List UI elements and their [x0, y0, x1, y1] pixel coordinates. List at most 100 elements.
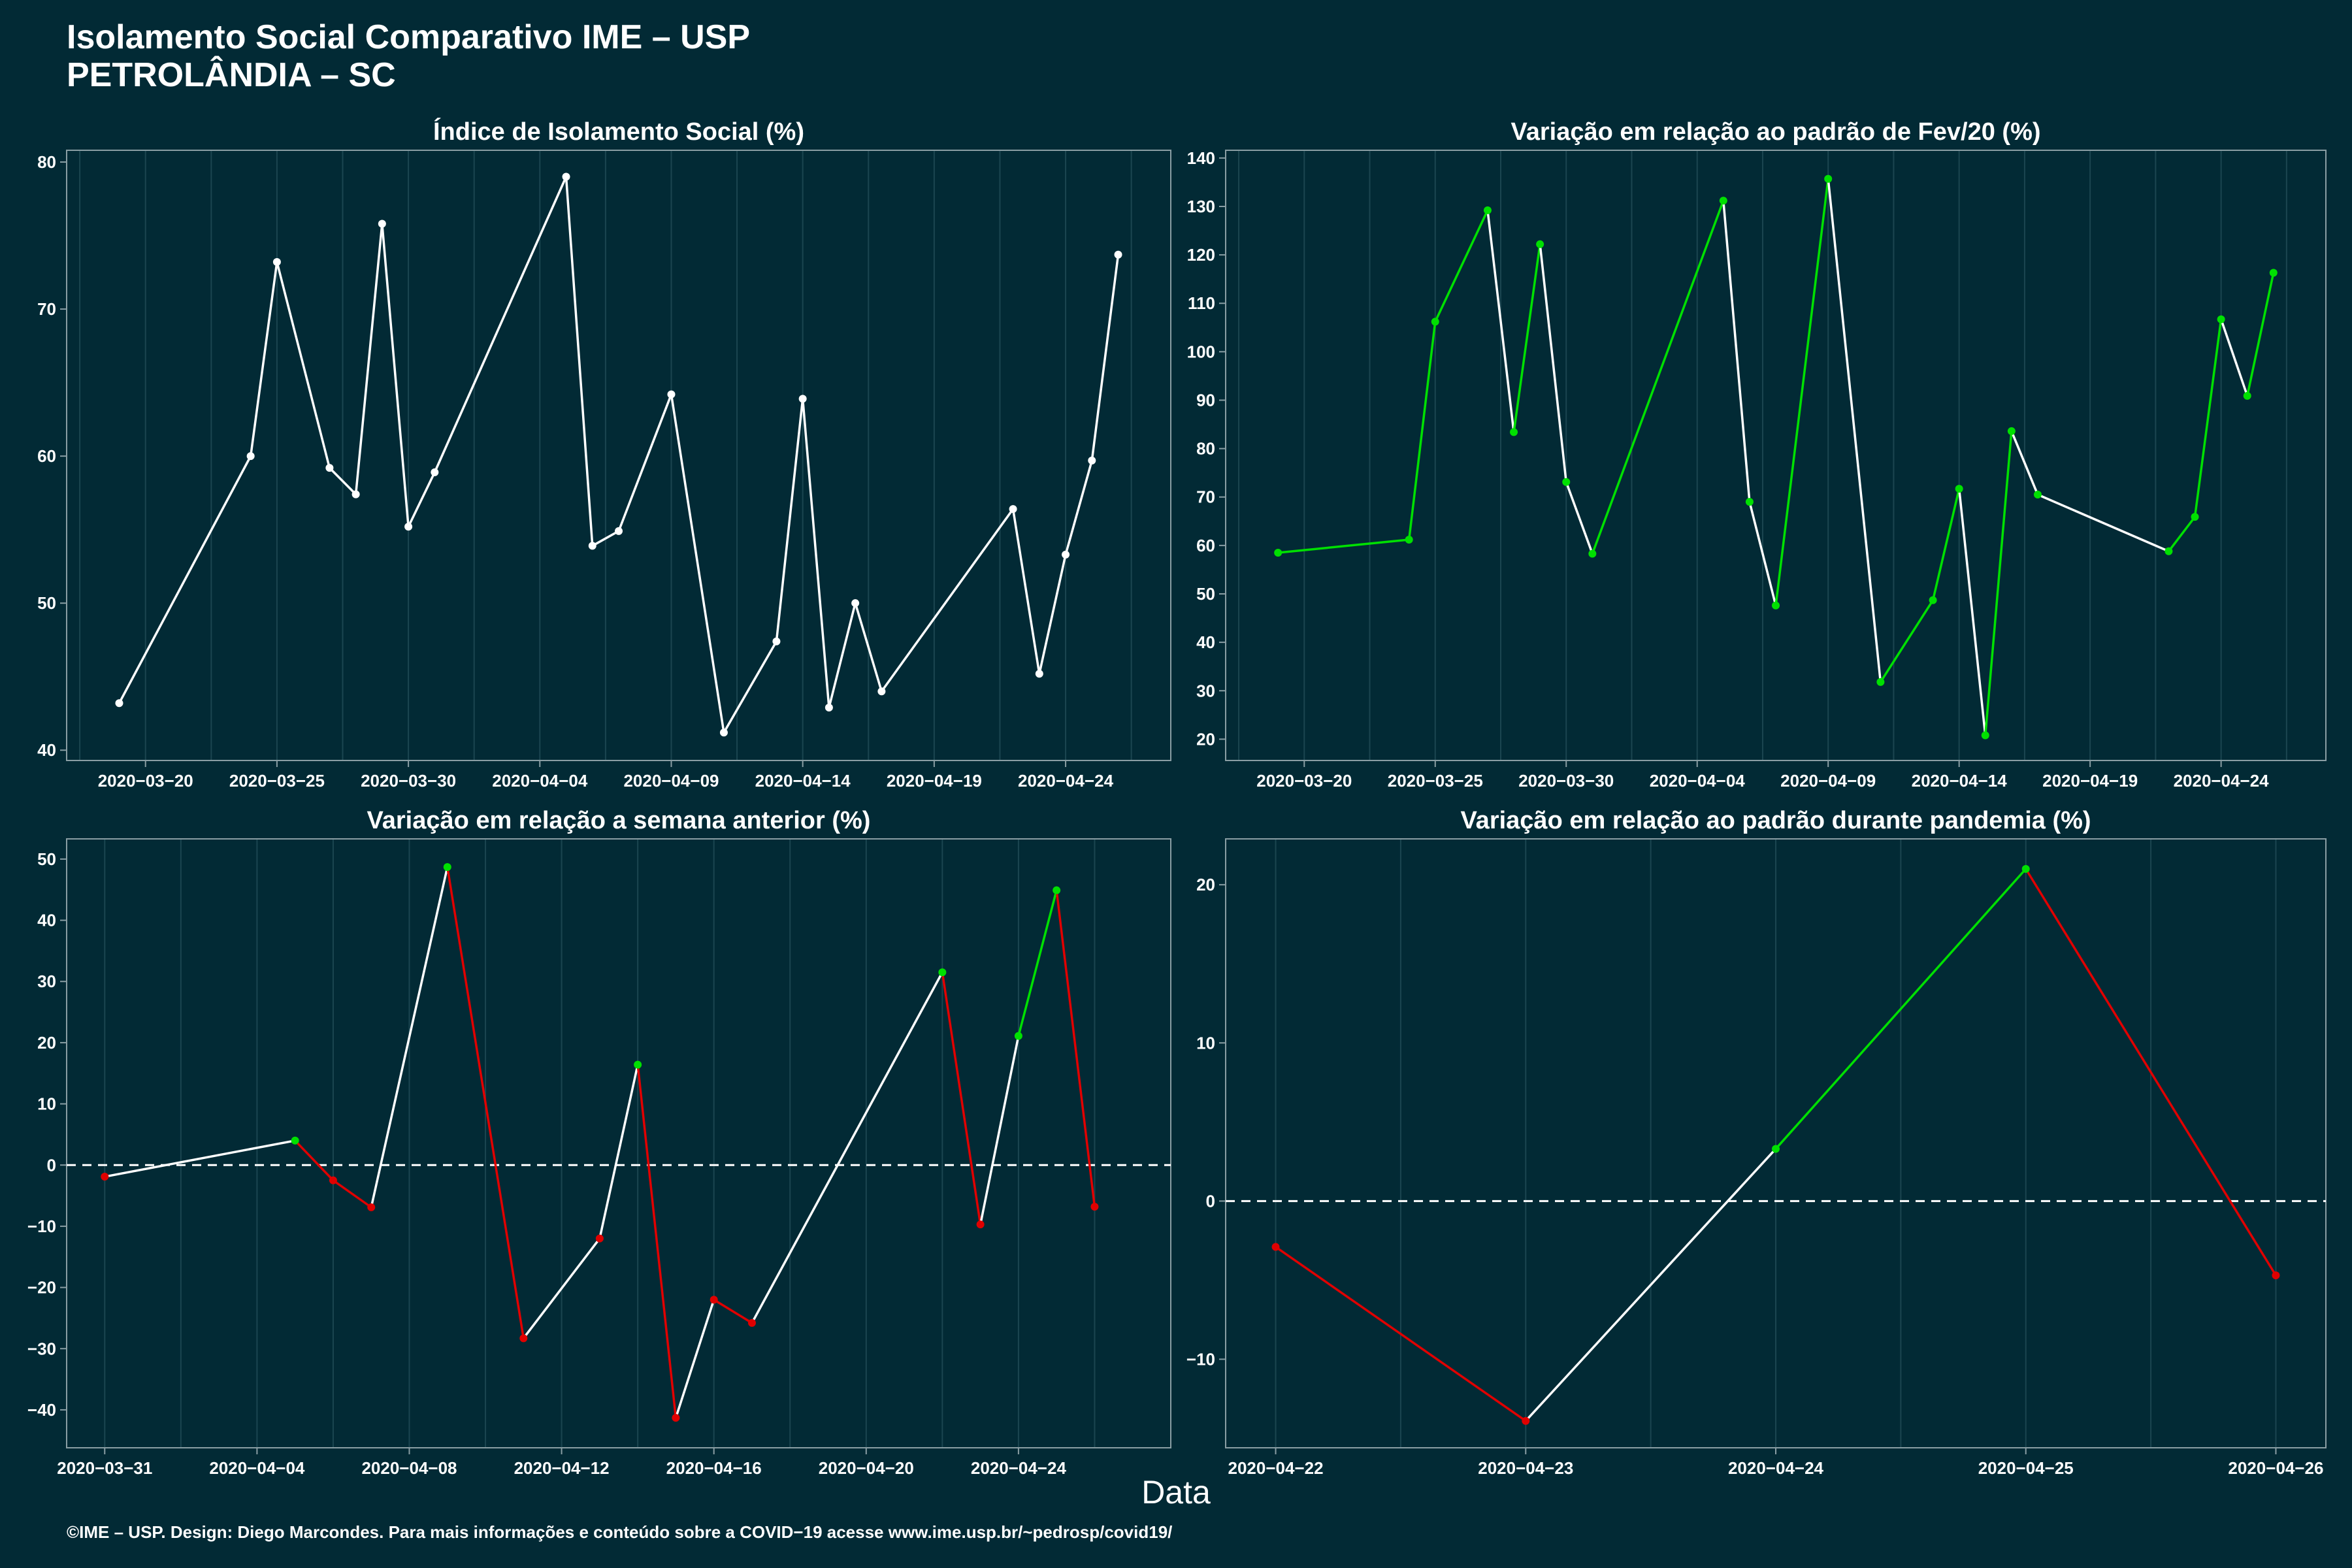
series-line-segment [1434, 209, 1489, 323]
data-point [519, 1334, 528, 1343]
series-line-segment [751, 971, 944, 1324]
data-point [772, 637, 781, 645]
data-point [672, 1414, 680, 1422]
x-tick-label: 2020−03−31 [57, 1458, 152, 1478]
series-line-segment [103, 1139, 297, 1178]
data-point [2191, 513, 2199, 521]
y-tick-label: 100 [1187, 342, 1215, 361]
x-tick-label: 2020−04−24 [971, 1458, 1067, 1478]
y-tick-label: 110 [1188, 293, 1215, 313]
data-point [1062, 550, 1070, 559]
data-point [367, 1203, 376, 1211]
data-point [615, 527, 623, 535]
y-tick-label: 0 [1206, 1191, 1215, 1211]
y-tick-label: −10 [27, 1217, 56, 1236]
x-tick-label: 2020−04−04 [492, 771, 588, 791]
series-line-segment [293, 1139, 335, 1182]
y-tick-label: 10 [1196, 1033, 1215, 1053]
series-line-segment [2219, 318, 2249, 397]
y-tick-label: 90 [1196, 390, 1215, 410]
data-point [2217, 315, 2225, 323]
main-title: Isolamento Social Comparativo IME – USP … [67, 18, 750, 94]
series-line-segment [1064, 459, 1094, 556]
series-line-segment [1565, 481, 1594, 555]
main-title-line-1: Isolamento Social Comparativo IME – USP [67, 18, 751, 56]
data-point [1772, 601, 1780, 610]
data-point [1035, 670, 1043, 678]
series-line-segment [723, 640, 778, 734]
series-line-segment [564, 175, 594, 547]
series-line-segment [1407, 320, 1437, 541]
x-tick-label: 2020−04−19 [2042, 771, 2138, 791]
x-tick-label: 2020−04−26 [2228, 1458, 2323, 1478]
x-tick-label: 2020−04−16 [666, 1458, 762, 1478]
series-line-segment [1274, 1245, 1527, 1422]
series-line-segment [617, 393, 673, 532]
data-point [1588, 549, 1597, 558]
x-tick-label: 2020−04−24 [1018, 771, 1114, 791]
series-line-segment [1931, 487, 1961, 602]
panel-1-title: Índice de Isolamento Social (%) [433, 118, 804, 146]
series-line-segment [854, 602, 883, 693]
data-point [404, 523, 413, 531]
data-point [329, 1176, 337, 1184]
plot-frame [66, 838, 1171, 1448]
data-point [1483, 206, 1492, 214]
y-tick-label: 20 [1196, 875, 1215, 894]
data-point [1929, 596, 1937, 604]
data-point [851, 599, 860, 608]
series-line-segment [1524, 1147, 1777, 1422]
data-point [443, 863, 451, 872]
x-tick-label: 2020−04−14 [1912, 771, 2008, 791]
data-point [588, 542, 596, 550]
data-point [246, 452, 255, 461]
x-tick-label: 2020−04−09 [623, 771, 719, 791]
y-tick-label: 20 [37, 1033, 56, 1053]
data-point [562, 172, 570, 181]
x-tick-label: 2020−03−25 [1388, 771, 1483, 791]
series-line-segment [1017, 889, 1058, 1037]
data-point [272, 258, 281, 267]
footer-credits: ©IME – USP. Design: Diego Marcondes. Par… [67, 1522, 1173, 1542]
x-tick-label: 2020−03−30 [361, 771, 456, 791]
x-tick-label: 2020−04−14 [755, 771, 851, 791]
series-line-segment [1774, 177, 1829, 607]
x-tick-label: 2020−04−24 [1728, 1458, 1824, 1478]
series-line-segment [979, 1034, 1020, 1226]
series-line-segment [941, 971, 982, 1226]
x-tick-label: 2020−04−09 [1780, 771, 1876, 791]
series-line-segment [332, 1179, 372, 1209]
main-title-line-2: PETROLÂNDIA – SC [67, 56, 396, 94]
series-line-segment [1774, 868, 2027, 1151]
y-tick-label: 80 [37, 152, 56, 172]
x-tick-label: 2020−04−08 [361, 1458, 457, 1478]
series-line-segment [598, 1063, 639, 1240]
series-line-segment [1591, 199, 1725, 555]
y-tick-label: 30 [1196, 681, 1215, 700]
data-point [976, 1220, 985, 1229]
data-point [1772, 1145, 1780, 1153]
x-tick-label: 2020−03−30 [1518, 771, 1614, 791]
data-point [667, 390, 676, 399]
data-point [877, 687, 886, 696]
data-point [1562, 478, 1571, 486]
series-line-segment [828, 602, 857, 709]
x-tick-label: 2020−04−23 [1478, 1458, 1573, 1478]
data-point [2164, 547, 2173, 555]
series-line-segment [276, 261, 331, 469]
y-tick-label: 0 [47, 1155, 56, 1175]
y-tick-label: −30 [27, 1339, 56, 1358]
chart-panel-4: −10 0 10 20 2020−04−22 2020−04−23 2020−04−24 20… [1186, 838, 2327, 1478]
x-axis-label: Data [1141, 1474, 1211, 1511]
y-tick-label: 130 [1187, 197, 1215, 216]
data-point [798, 395, 807, 403]
data-point [101, 1173, 109, 1181]
data-point [325, 464, 334, 472]
data-point [710, 1296, 718, 1304]
series-line-segment [249, 261, 278, 457]
series-line-segment [2010, 430, 2039, 496]
data-point [747, 1318, 756, 1327]
series-line-segment [775, 397, 804, 643]
data-point [1014, 1032, 1022, 1040]
